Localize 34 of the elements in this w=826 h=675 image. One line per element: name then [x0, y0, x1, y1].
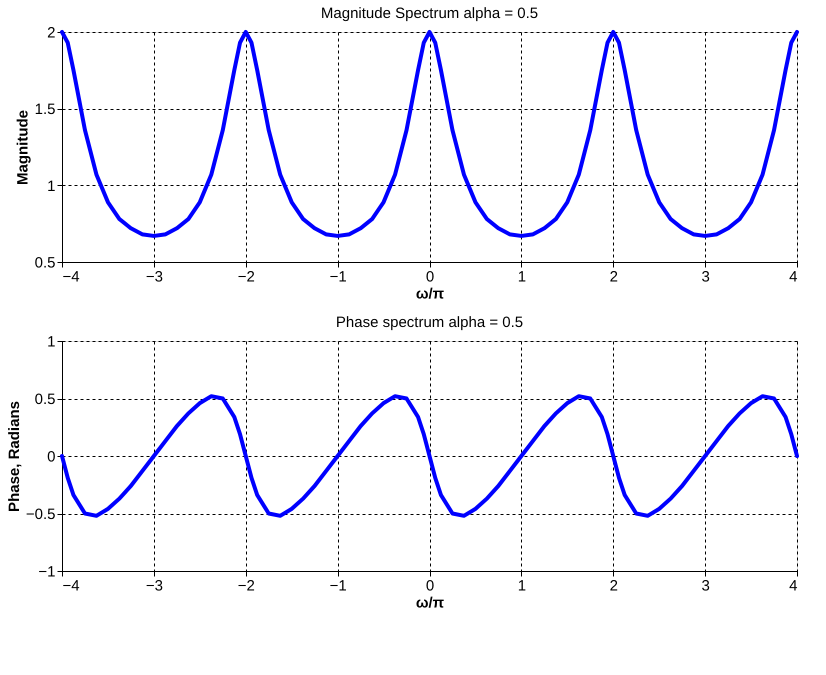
- y-tick-label: 1: [47, 334, 56, 350]
- x-axis-title: ω/π: [416, 594, 445, 612]
- x-tick-label: 1: [518, 578, 526, 594]
- x-tick-label: 2: [610, 268, 618, 286]
- x-tick-label: 1: [518, 268, 526, 286]
- y-tick-label: −0.5: [26, 506, 56, 523]
- x-tick-label: −3: [146, 268, 163, 286]
- x-tick-label: −4: [62, 268, 80, 286]
- y-axis-title: Magnitude: [14, 110, 32, 185]
- x-tick-label: 4: [789, 268, 798, 286]
- x-tick-label: −1: [330, 578, 347, 594]
- x-tick-label: −2: [238, 268, 255, 286]
- x-tick-label: 0: [426, 578, 434, 594]
- x-tick-label: 3: [701, 268, 710, 286]
- y-tick-label: 0.5: [34, 254, 56, 272]
- y-axis-title: Phase, Radians: [6, 401, 23, 512]
- x-tick-label: 4: [789, 578, 798, 594]
- y-tick-label: 1.5: [34, 101, 56, 118]
- y-tick-label: −1: [38, 564, 56, 580]
- x-tick-label: 3: [701, 578, 710, 594]
- x-tick-label: −4: [62, 578, 80, 594]
- y-tick-label: 1: [47, 178, 56, 195]
- x-tick-label: 0: [426, 268, 434, 286]
- chart-title: Phase spectrum alpha = 0.5: [336, 314, 524, 331]
- y-tick-label: 0: [47, 448, 56, 466]
- line-series: [60, 394, 799, 518]
- x-tick-label: 2: [610, 578, 618, 594]
- chart-title: Magnitude Spectrum alpha = 0.5: [320, 5, 538, 22]
- y-tick-label: 0.5: [34, 391, 56, 408]
- x-axis-title: ω/π: [416, 286, 445, 302]
- x-tick-label: −3: [146, 578, 163, 594]
- y-tick-label: 2: [47, 24, 56, 42]
- x-tick-label: −2: [238, 578, 255, 594]
- x-tick-label: −1: [330, 268, 347, 286]
